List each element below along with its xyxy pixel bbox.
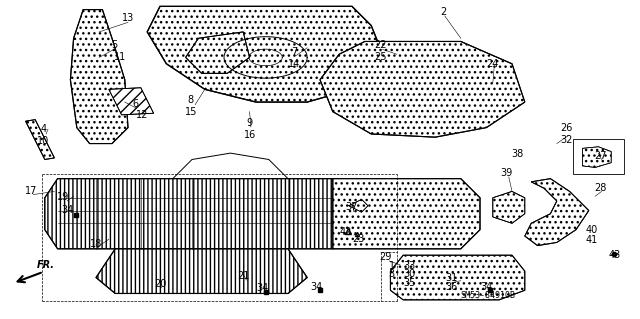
Text: 23: 23 [352, 234, 365, 244]
Polygon shape [147, 6, 384, 102]
Polygon shape [109, 88, 154, 115]
Text: 13: 13 [122, 12, 134, 23]
Text: 36: 36 [445, 282, 458, 292]
Text: 43: 43 [608, 250, 621, 260]
Text: 10: 10 [37, 136, 50, 146]
Text: 42: 42 [339, 227, 352, 237]
Text: 34: 34 [480, 282, 493, 292]
Text: 30: 30 [403, 269, 416, 279]
Text: 19: 19 [56, 192, 69, 202]
Text: 6: 6 [132, 99, 139, 109]
Polygon shape [525, 179, 589, 246]
Text: 22: 22 [374, 40, 387, 50]
Polygon shape [390, 255, 525, 300]
Text: 17: 17 [24, 186, 37, 196]
Text: 28: 28 [594, 182, 607, 193]
Text: 2: 2 [440, 7, 446, 17]
Text: 1: 1 [388, 261, 395, 271]
Text: 25: 25 [374, 52, 387, 62]
Text: 15: 15 [184, 107, 197, 117]
Text: 5: 5 [111, 40, 117, 50]
Text: 18: 18 [90, 239, 102, 249]
Polygon shape [96, 249, 307, 293]
Bar [573, 139, 624, 174]
Polygon shape [320, 41, 525, 137]
Text: 27: 27 [594, 151, 607, 161]
Text: 34: 34 [61, 205, 74, 215]
Polygon shape [333, 179, 480, 249]
Polygon shape [26, 120, 54, 160]
Text: 32: 32 [560, 135, 573, 145]
Text: 16: 16 [243, 130, 256, 140]
Text: 40: 40 [586, 225, 598, 235]
Text: 21: 21 [237, 271, 250, 281]
Text: 14: 14 [288, 59, 301, 69]
Text: 8: 8 [188, 95, 194, 106]
Text: 34: 34 [310, 282, 323, 292]
Polygon shape [349, 199, 368, 212]
Polygon shape [70, 10, 128, 144]
Text: 37: 37 [346, 202, 358, 212]
Text: 11: 11 [114, 52, 127, 63]
Text: FR.: FR. [37, 260, 55, 270]
Text: 4: 4 [40, 124, 47, 134]
Text: 26: 26 [560, 123, 573, 133]
Text: 39: 39 [500, 168, 513, 178]
Text: 31: 31 [445, 273, 458, 284]
Text: 34: 34 [256, 283, 269, 293]
Polygon shape [186, 32, 250, 73]
Text: 33: 33 [403, 261, 416, 271]
Text: 3: 3 [388, 269, 395, 279]
Text: 12: 12 [136, 110, 148, 121]
Polygon shape [45, 179, 371, 249]
Text: 7: 7 [291, 47, 298, 57]
Text: 38: 38 [511, 149, 524, 159]
Text: 41: 41 [586, 235, 598, 245]
Polygon shape [582, 147, 611, 167]
Text: SM53-84910B: SM53-84910B [461, 291, 516, 300]
Text: 29: 29 [379, 252, 392, 262]
Text: 24: 24 [486, 59, 499, 70]
Text: 9: 9 [246, 118, 253, 128]
Text: 20: 20 [154, 279, 166, 289]
Text: 35: 35 [403, 278, 416, 288]
Polygon shape [493, 191, 525, 223]
